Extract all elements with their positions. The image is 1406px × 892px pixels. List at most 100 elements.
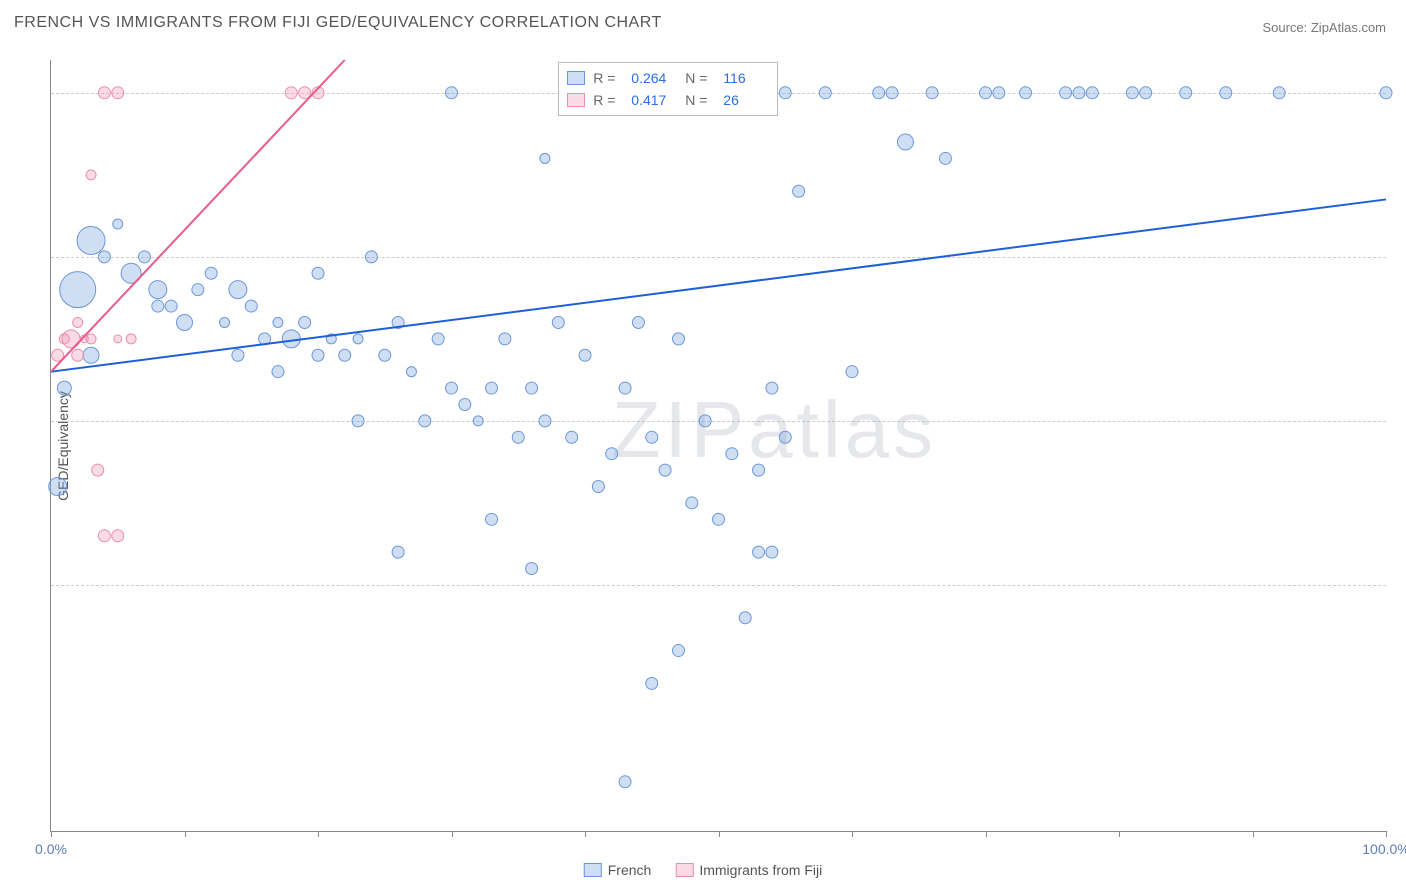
- data-point: [926, 87, 938, 99]
- data-point: [312, 349, 324, 361]
- data-point: [486, 382, 498, 394]
- legend-swatch: [584, 863, 602, 877]
- x-tick: [51, 831, 52, 837]
- data-point: [273, 317, 283, 327]
- data-point: [659, 464, 671, 476]
- data-point: [713, 513, 725, 525]
- legend-label: French: [608, 862, 652, 878]
- data-point: [205, 267, 217, 279]
- data-point: [993, 87, 1005, 99]
- x-tick: [852, 831, 853, 837]
- data-point: [672, 645, 684, 657]
- data-point: [353, 334, 363, 344]
- legend-swatch: [567, 71, 585, 85]
- data-point: [579, 349, 591, 361]
- legend-n-label: N =: [685, 92, 715, 108]
- legend-item: Immigrants from Fiji: [675, 862, 822, 878]
- x-tick: [318, 831, 319, 837]
- data-point: [312, 267, 324, 279]
- chart-title: FRENCH VS IMMIGRANTS FROM FIJI GED/EQUIV…: [14, 14, 662, 32]
- data-point: [285, 87, 297, 99]
- legend-n-value: 26: [723, 92, 769, 108]
- data-point: [566, 431, 578, 443]
- data-point: [86, 170, 96, 180]
- legend-row: R =0.417N =26: [567, 89, 769, 111]
- legend-item: French: [584, 862, 652, 878]
- data-point: [1140, 87, 1152, 99]
- trend-line: [51, 199, 1386, 371]
- data-point: [686, 497, 698, 509]
- legend-r-label: R =: [593, 70, 623, 86]
- x-tick-label: 0.0%: [35, 841, 67, 857]
- y-tick-label: 80.0%: [1396, 413, 1406, 429]
- source-label: Source: ZipAtlas.com: [1262, 20, 1386, 35]
- legend-swatch: [567, 93, 585, 107]
- data-point: [98, 530, 110, 542]
- data-point: [299, 316, 311, 328]
- data-point: [149, 281, 167, 299]
- data-point: [83, 347, 99, 363]
- data-point: [459, 398, 471, 410]
- data-point: [112, 87, 124, 99]
- data-point: [432, 333, 444, 345]
- data-point: [77, 226, 105, 254]
- data-point: [113, 219, 123, 229]
- data-point: [406, 367, 416, 377]
- x-tick: [452, 831, 453, 837]
- data-point: [486, 513, 498, 525]
- x-tick: [1253, 831, 1254, 837]
- legend-label: Immigrants from Fiji: [699, 862, 822, 878]
- data-point: [392, 546, 404, 558]
- data-point: [126, 334, 136, 344]
- data-point: [1380, 87, 1392, 99]
- data-point: [726, 448, 738, 460]
- legend-n-value: 116: [723, 70, 769, 86]
- data-point: [245, 300, 257, 312]
- data-point: [1020, 87, 1032, 99]
- data-point: [753, 546, 765, 558]
- x-tick: [185, 831, 186, 837]
- data-point: [699, 415, 711, 427]
- data-point: [939, 152, 951, 164]
- data-point: [352, 415, 364, 427]
- data-point: [1086, 87, 1098, 99]
- data-point: [766, 382, 778, 394]
- data-point: [165, 300, 177, 312]
- data-point: [379, 349, 391, 361]
- legend-r-value: 0.417: [631, 92, 677, 108]
- y-tick-label: 70.0%: [1396, 577, 1406, 593]
- data-point: [152, 300, 164, 312]
- data-point: [114, 335, 122, 343]
- y-tick-label: 90.0%: [1396, 249, 1406, 265]
- data-point: [473, 416, 483, 426]
- data-point: [672, 333, 684, 345]
- data-point: [220, 317, 230, 327]
- legend-bottom: French Immigrants from Fiji: [584, 862, 822, 878]
- legend-n-label: N =: [685, 70, 715, 86]
- data-point: [779, 87, 791, 99]
- data-point: [419, 415, 431, 427]
- data-point: [98, 87, 110, 99]
- data-point: [98, 251, 110, 263]
- data-point: [73, 317, 83, 327]
- legend-row: R =0.264N =116: [567, 67, 769, 89]
- data-point: [873, 87, 885, 99]
- data-point: [365, 251, 377, 263]
- data-point: [232, 349, 244, 361]
- data-point: [192, 284, 204, 296]
- x-tick: [1119, 831, 1120, 837]
- data-point: [646, 677, 658, 689]
- legend-top: R =0.264N =116R =0.417N =26: [558, 62, 778, 116]
- data-point: [632, 316, 644, 328]
- data-point: [1220, 87, 1232, 99]
- data-point: [766, 546, 778, 558]
- data-point: [86, 334, 96, 344]
- scatter-plot: 70.0%80.0%90.0%100.0%0.0%100.0%ZIPatlasR…: [50, 60, 1386, 832]
- x-tick: [585, 831, 586, 837]
- data-point: [739, 612, 751, 624]
- data-point: [753, 464, 765, 476]
- data-point: [646, 431, 658, 443]
- data-point: [552, 316, 564, 328]
- legend-swatch: [675, 863, 693, 877]
- plot-svg: [51, 60, 1386, 831]
